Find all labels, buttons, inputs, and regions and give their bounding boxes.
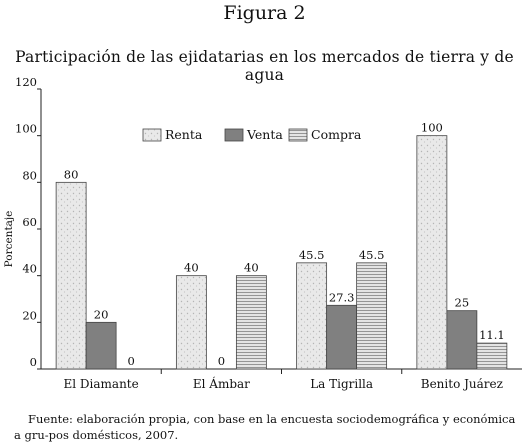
data-label: 80 [64,167,79,181]
data-label: 11.1 [479,328,505,342]
bar-compra [476,342,508,370]
data-label: 45.5 [299,248,325,262]
x-tick-label: La Tigrilla [310,377,373,391]
legend-compra-label: Compra [311,127,362,142]
bar-venta [446,310,478,370]
bar-venta [85,321,117,370]
y-tick-label: 40 [22,262,37,276]
x-tick-label: El Ámbar [193,376,250,391]
y-tick-label: 100 [15,122,37,136]
legend-venta-swatch [224,128,244,142]
data-label: 25 [455,296,470,310]
data-label: 20 [94,307,109,321]
data-label: 0 [218,354,225,368]
data-label: 27.3 [329,290,355,304]
data-label: 45.5 [359,248,385,262]
y-tick-label: 60 [22,215,37,229]
y-tick-label: 120 [15,75,37,89]
chart-title: Participación de las ejidatarias en los … [15,48,514,84]
y-tick-label: 20 [22,308,37,322]
bar-renta [55,181,87,370]
bar-compra [356,262,388,370]
y-axis-title: Porcentaje [3,211,15,268]
source-note: Fuente: elaboración propia, con base en … [14,412,516,442]
data-label: 0 [127,354,134,368]
legend-venta-label: Venta [246,127,283,142]
bar-renta [175,275,207,370]
legend-renta-label: Renta [165,127,203,142]
x-tick-label: Benito Juárez [421,377,503,391]
bar-renta [296,262,328,370]
bar-chart: 0 20 40 60 80 100 120 Porcentaje El Diamante El Á… [3,75,522,391]
bar-venta [326,304,358,370]
x-tick-label: El Diamante [64,377,139,391]
y-tick-label: 0 [30,355,37,369]
bar-compra [235,275,267,370]
legend-renta-swatch [142,128,162,142]
data-label: 40 [184,261,199,275]
legend-compra-swatch [288,128,308,142]
data-label: 100 [421,121,443,135]
figure-label: Figura 2 [223,2,306,24]
data-label: 40 [244,261,259,275]
y-tick-label: 80 [22,168,37,182]
bar-renta [416,135,448,370]
